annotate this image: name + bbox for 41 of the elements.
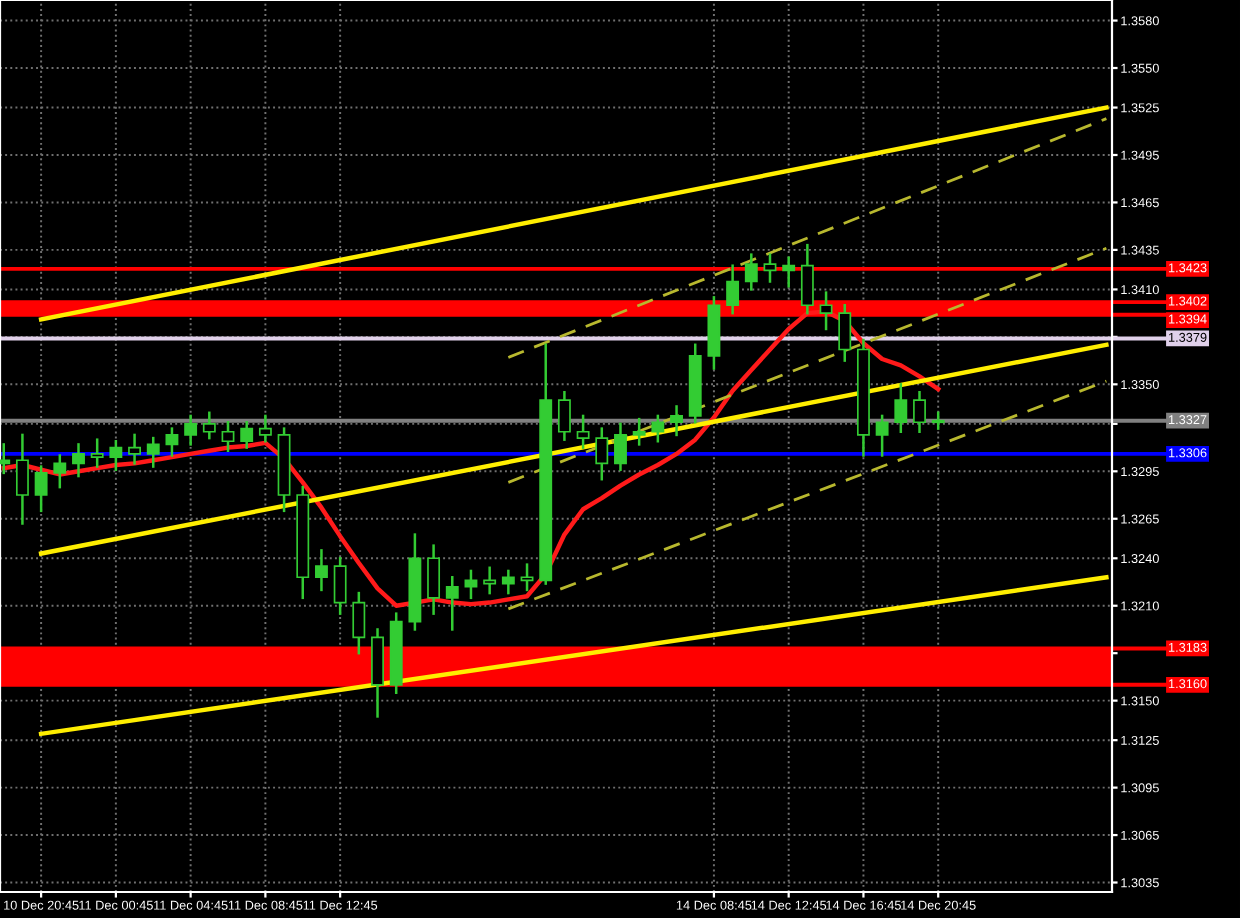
candlestick [333, 557, 347, 615]
candlestick [90, 438, 104, 468]
candlestick [501, 569, 515, 595]
candlestick [763, 253, 777, 283]
candlestick [146, 436, 160, 468]
candlestick [109, 440, 123, 471]
candlestick [800, 243, 814, 315]
candlestick [15, 433, 29, 525]
candlestick [819, 291, 833, 331]
candlestick [894, 383, 908, 434]
candlestick [670, 405, 683, 437]
candlestick [445, 576, 459, 631]
candlestick [184, 414, 198, 446]
candlestick [838, 303, 852, 362]
candlestick [595, 427, 609, 481]
candlestick [165, 427, 179, 457]
candlestick [782, 256, 796, 288]
candlestick [464, 569, 478, 600]
candlestick [651, 414, 665, 443]
candlestick [427, 544, 441, 615]
candlestick [258, 414, 272, 443]
candlestick [520, 563, 534, 592]
candlestick [875, 414, 889, 457]
candlestick [371, 628, 384, 718]
candlestick [352, 591, 366, 655]
candlestick [726, 264, 740, 315]
candlestick [315, 549, 328, 592]
candlestick [744, 253, 758, 291]
candlestick [240, 421, 254, 449]
candlestick [53, 454, 67, 489]
candlestick [221, 421, 235, 452]
candlestick [614, 422, 627, 471]
candlestick [0, 443, 11, 475]
candlestick [128, 433, 142, 465]
candlestick [632, 417, 646, 446]
candlestick [202, 411, 216, 440]
candlestick [913, 390, 926, 434]
candlestick [557, 390, 571, 441]
candlestick [576, 414, 590, 449]
candlestick [34, 465, 48, 513]
candlestick [72, 443, 85, 478]
